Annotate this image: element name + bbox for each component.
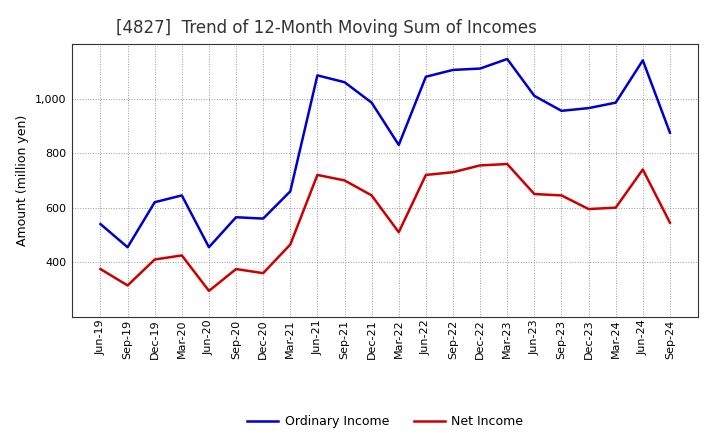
Net Income [232, 266, 240, 271]
Net Income [503, 161, 511, 167]
Ordinary Income [557, 108, 566, 114]
Net Income [123, 283, 132, 288]
Ordinary Income [313, 73, 322, 78]
Net Income [584, 206, 593, 212]
Net Income [530, 191, 539, 197]
Ordinary Income [421, 74, 430, 79]
Ordinary Income [639, 58, 647, 63]
Net Income [395, 230, 403, 235]
Ordinary Income [150, 200, 159, 205]
Ordinary Income [232, 215, 240, 220]
Ordinary Income [476, 66, 485, 71]
Ordinary Income [449, 67, 457, 73]
Ordinary Income [395, 142, 403, 147]
Net Income [150, 257, 159, 262]
Net Income [259, 271, 268, 276]
Ordinary Income [96, 221, 105, 227]
Net Income [557, 193, 566, 198]
Ordinary Income [584, 106, 593, 111]
Net Income [286, 242, 294, 247]
Net Income [611, 205, 620, 210]
Net Income [421, 172, 430, 178]
Net Income [665, 220, 674, 225]
Legend: Ordinary Income, Net Income: Ordinary Income, Net Income [242, 411, 528, 433]
Ordinary Income [611, 100, 620, 105]
Net Income [449, 169, 457, 175]
Ordinary Income [286, 189, 294, 194]
Net Income [204, 288, 213, 293]
Net Income [639, 167, 647, 172]
Text: [4827]  Trend of 12-Month Moving Sum of Incomes: [4827] Trend of 12-Month Moving Sum of I… [116, 19, 536, 37]
Net Income [96, 266, 105, 271]
Ordinary Income [259, 216, 268, 221]
Net Income [178, 253, 186, 258]
Net Income [313, 172, 322, 178]
Net Income [476, 163, 485, 168]
Ordinary Income [665, 130, 674, 135]
Ordinary Income [367, 100, 376, 105]
Ordinary Income [123, 245, 132, 250]
Net Income [341, 178, 349, 183]
Ordinary Income [503, 56, 511, 62]
Ordinary Income [341, 80, 349, 85]
Line: Ordinary Income: Ordinary Income [101, 59, 670, 247]
Ordinary Income [178, 193, 186, 198]
Ordinary Income [530, 93, 539, 99]
Net Income [367, 193, 376, 198]
Y-axis label: Amount (million yen): Amount (million yen) [17, 115, 30, 246]
Line: Net Income: Net Income [101, 164, 670, 291]
Ordinary Income [204, 245, 213, 250]
